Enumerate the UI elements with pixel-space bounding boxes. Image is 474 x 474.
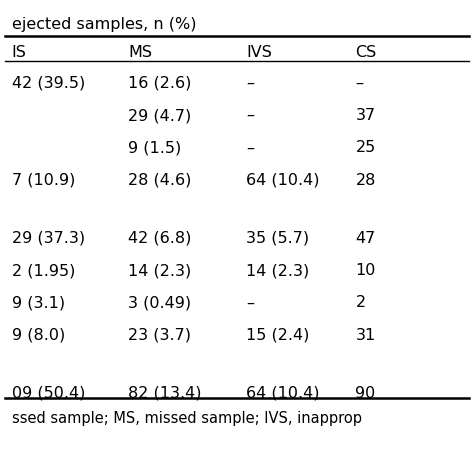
Text: 9 (8.0): 9 (8.0) xyxy=(12,328,65,343)
Text: 23 (3.7): 23 (3.7) xyxy=(128,328,191,343)
Text: 10: 10 xyxy=(356,263,376,278)
Text: 82 (13.4): 82 (13.4) xyxy=(128,386,201,401)
Text: 37: 37 xyxy=(356,108,375,123)
Text: 14 (2.3): 14 (2.3) xyxy=(128,263,191,278)
Text: 35 (5.7): 35 (5.7) xyxy=(246,231,310,246)
Text: 90: 90 xyxy=(356,386,376,401)
Text: IVS: IVS xyxy=(246,45,273,60)
Text: 28 (4.6): 28 (4.6) xyxy=(128,173,191,188)
Text: CS: CS xyxy=(356,45,377,60)
Text: 28: 28 xyxy=(356,173,376,188)
Text: –: – xyxy=(246,140,255,155)
Text: 16 (2.6): 16 (2.6) xyxy=(128,76,191,91)
Text: ejected samples, n (%): ejected samples, n (%) xyxy=(12,17,196,32)
Text: 42 (6.8): 42 (6.8) xyxy=(128,231,191,246)
Text: IS: IS xyxy=(12,45,27,60)
Text: 47: 47 xyxy=(356,231,376,246)
Text: 3 (0.49): 3 (0.49) xyxy=(128,295,191,310)
Text: ssed sample; MS, missed sample; IVS, inapprop: ssed sample; MS, missed sample; IVS, ina… xyxy=(12,411,362,426)
Text: 09 (50.4): 09 (50.4) xyxy=(12,386,85,401)
Text: 2: 2 xyxy=(356,295,365,310)
Text: 14 (2.3): 14 (2.3) xyxy=(246,263,310,278)
Text: 64 (10.4): 64 (10.4) xyxy=(246,386,320,401)
Text: 9 (3.1): 9 (3.1) xyxy=(12,295,65,310)
Text: 42 (39.5): 42 (39.5) xyxy=(12,76,85,91)
Text: 64 (10.4): 64 (10.4) xyxy=(246,173,320,188)
Text: 29 (37.3): 29 (37.3) xyxy=(12,231,85,246)
Text: MS: MS xyxy=(128,45,152,60)
Text: 31: 31 xyxy=(356,328,376,343)
Text: 29 (4.7): 29 (4.7) xyxy=(128,108,191,123)
Text: –: – xyxy=(246,295,255,310)
Text: 2 (1.95): 2 (1.95) xyxy=(12,263,75,278)
Text: 15 (2.4): 15 (2.4) xyxy=(246,328,310,343)
Text: –: – xyxy=(246,108,255,123)
Text: –: – xyxy=(356,76,364,91)
Text: 9 (1.5): 9 (1.5) xyxy=(128,140,181,155)
Text: 25: 25 xyxy=(356,140,376,155)
Text: 7 (10.9): 7 (10.9) xyxy=(12,173,75,188)
Text: –: – xyxy=(246,76,255,91)
